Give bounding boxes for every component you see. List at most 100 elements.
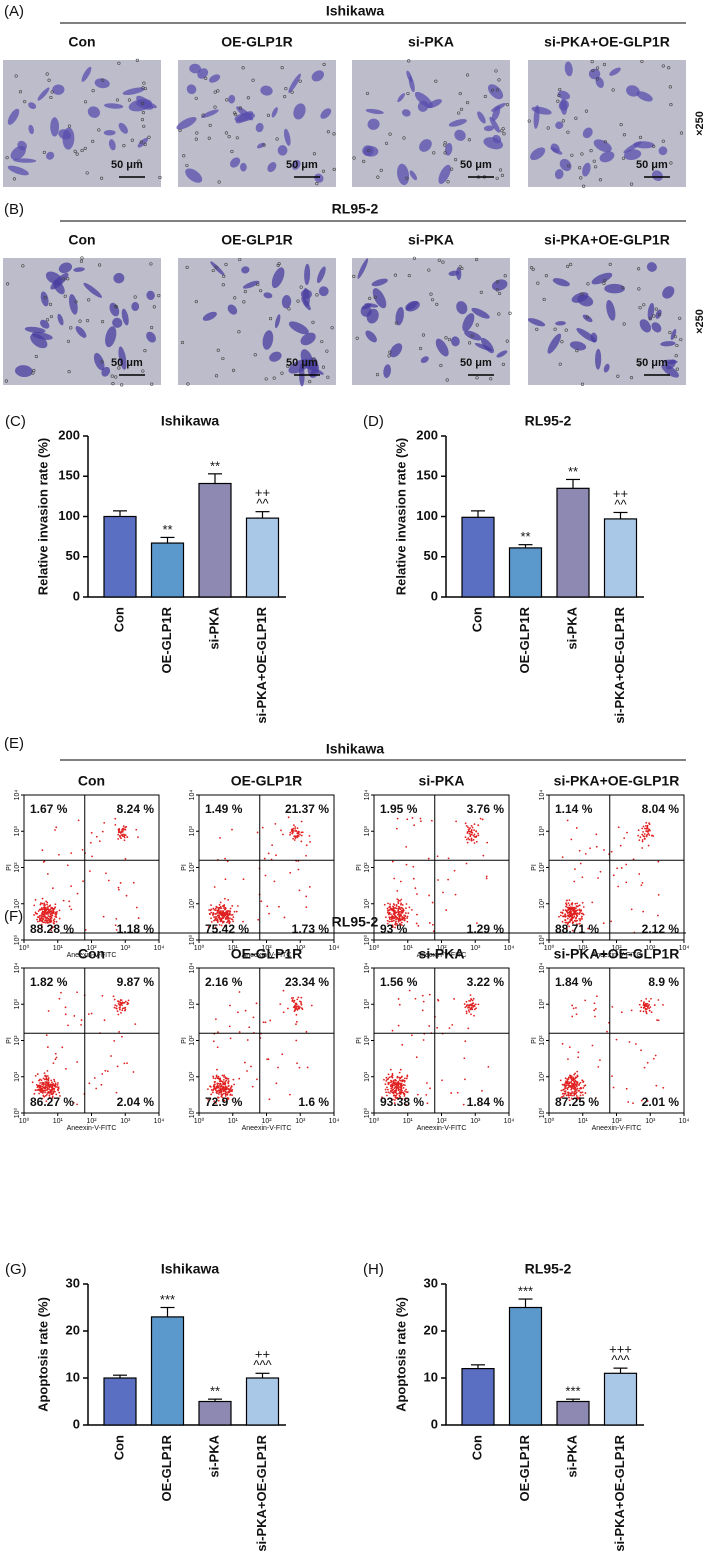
event-dot: [641, 833, 644, 836]
event-dot: [216, 919, 219, 922]
event-dot: [212, 1040, 215, 1043]
event-dot: [473, 835, 476, 838]
y-tick-label: 10³: [189, 826, 196, 837]
event-dot: [46, 1086, 49, 1089]
event-dot: [402, 909, 405, 912]
event-dot: [469, 1007, 472, 1010]
pore: [561, 119, 565, 123]
cell: [448, 270, 460, 276]
x-tick-label: 10²: [261, 1118, 272, 1125]
event-dot: [397, 1097, 400, 1100]
event-dot: [385, 1079, 388, 1082]
image-title: si-PKA: [408, 34, 454, 50]
event-dot: [77, 819, 80, 822]
event-dot: [564, 1082, 567, 1084]
cell: [435, 338, 449, 357]
error-bar: [518, 1298, 533, 1308]
pore: [638, 135, 643, 140]
event-dot: [76, 991, 78, 994]
event-dot: [432, 923, 434, 926]
event-dot: [48, 911, 50, 914]
event-dot: [389, 1092, 391, 1094]
event-dot: [560, 1089, 563, 1092]
pore: [430, 298, 435, 302]
event-dot: [43, 913, 46, 916]
event-dot: [574, 1086, 576, 1089]
event-dot: [657, 860, 660, 863]
event-dot: [587, 927, 590, 930]
pore: [185, 265, 189, 269]
event-dot: [565, 921, 568, 924]
event-dot: [576, 915, 579, 917]
event-dot: [437, 999, 440, 1002]
pore: [558, 87, 562, 92]
event-dot: [389, 908, 391, 911]
event-dot: [218, 923, 221, 926]
pore: [332, 167, 336, 171]
event-dot: [637, 829, 640, 832]
pore: [122, 144, 126, 148]
event-dot: [568, 908, 570, 911]
event-dot: [575, 1098, 578, 1101]
event-dot: [299, 1006, 301, 1009]
event-dot: [637, 834, 640, 837]
x-tick-label: 10⁴: [154, 1118, 165, 1125]
event-dot: [567, 1078, 570, 1080]
pore: [602, 281, 606, 286]
event-dot: [597, 1065, 600, 1068]
event-dot: [68, 905, 71, 908]
event-dot: [579, 911, 581, 914]
event-dot: [297, 1006, 300, 1009]
event-dot: [305, 854, 307, 857]
event-dot: [469, 827, 471, 829]
event-dot: [50, 907, 53, 909]
y-tick-label: 0: [73, 1416, 80, 1431]
event-dot: [227, 1078, 230, 1080]
event-dot: [646, 830, 649, 833]
event-dot: [44, 903, 46, 906]
pore: [67, 370, 71, 374]
cell: [311, 70, 325, 82]
cell: [477, 111, 486, 124]
cell: [569, 341, 587, 351]
pore: [657, 312, 661, 317]
event-dot: [450, 1092, 453, 1094]
event-dot: [593, 1009, 596, 1012]
event-dot: [584, 1084, 587, 1087]
event-dot: [393, 1102, 396, 1105]
event-dot: [395, 916, 398, 918]
event-dot: [397, 902, 400, 905]
x-tick-label: si-PKA: [564, 606, 579, 649]
event-dot: [50, 929, 53, 932]
y-tick-label: 10⁴: [539, 963, 546, 974]
event-dot: [89, 841, 92, 844]
event-dot: [137, 836, 139, 839]
event-dot: [397, 918, 400, 921]
event-dot: [396, 922, 398, 925]
event-dot: [282, 833, 284, 836]
event-dot: [121, 1004, 124, 1007]
event-dot: [649, 1006, 652, 1009]
y-tick-label: 10²: [539, 1035, 546, 1046]
event-dot: [396, 889, 399, 892]
event-dot: [563, 1092, 566, 1095]
event-dot: [399, 899, 401, 902]
event-dot: [47, 1081, 50, 1084]
event-dot: [64, 1013, 67, 1016]
cell: [564, 61, 573, 77]
y-axis-label: PI: [6, 864, 13, 871]
pore: [566, 264, 570, 269]
event-dot: [387, 1091, 390, 1094]
pore: [443, 151, 447, 155]
event-dot: [256, 1078, 258, 1081]
event-dot: [400, 918, 403, 921]
event-dot: [406, 920, 409, 923]
event-dot: [468, 999, 470, 1002]
event-dot: [51, 887, 54, 890]
event-dot: [577, 1056, 580, 1059]
event-dot: [564, 1077, 567, 1080]
event-dot: [564, 1087, 566, 1090]
error-bar: [160, 536, 175, 544]
event-dot: [214, 1089, 217, 1092]
event-dot: [469, 999, 472, 1002]
